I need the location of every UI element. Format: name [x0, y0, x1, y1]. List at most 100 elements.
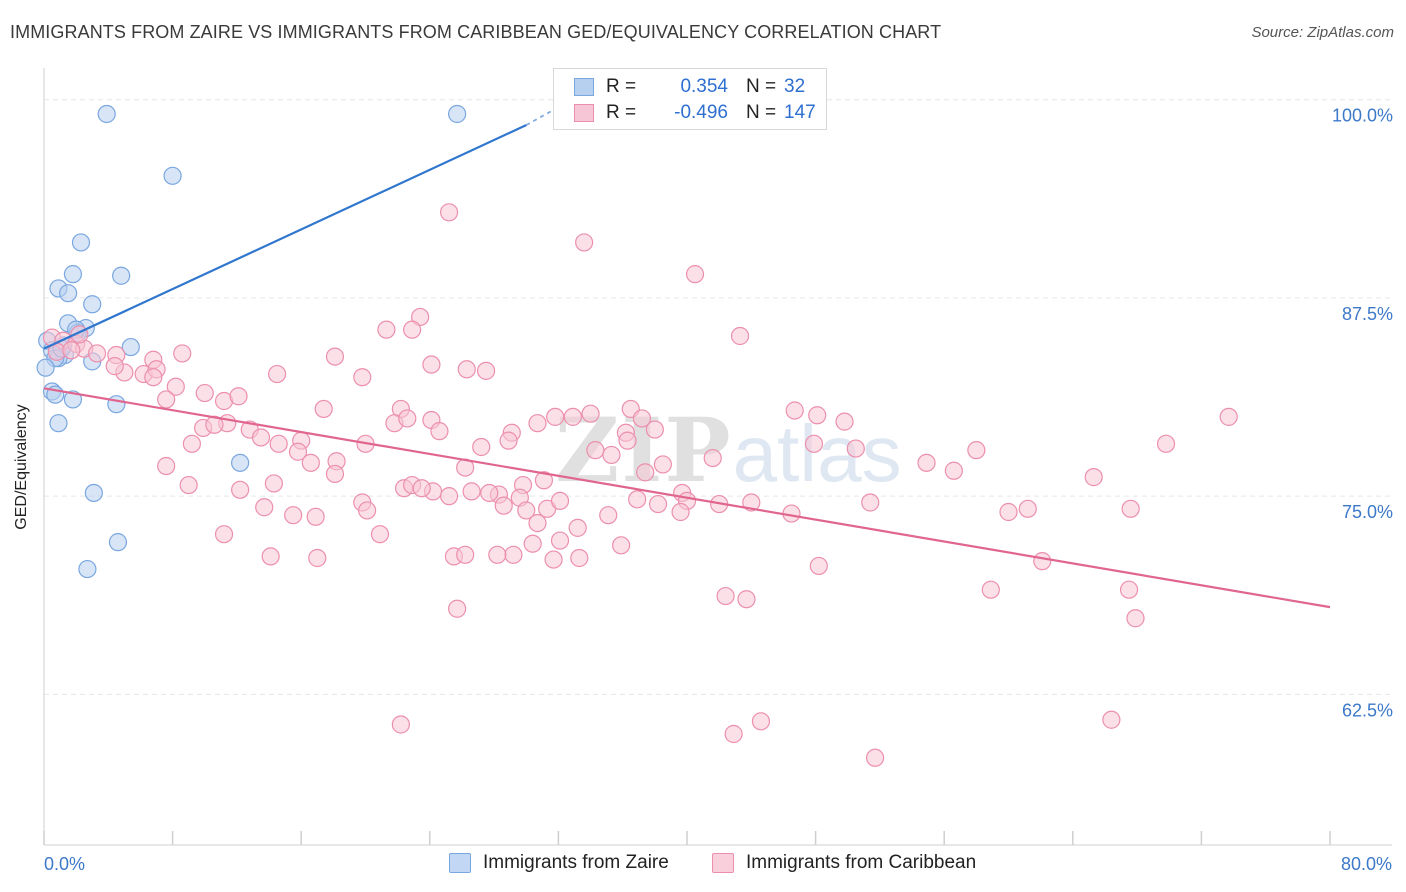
caribbean-point: [835, 412, 854, 431]
caribbean-point: [251, 428, 271, 447]
caribbean-point: [325, 464, 345, 484]
caribbean-point: [403, 320, 422, 339]
legend-swatch-caribbean: [574, 104, 594, 122]
caribbean-point: [308, 548, 327, 568]
caribbean-point: [439, 203, 459, 222]
zaire-point: [83, 295, 102, 314]
caribbean-point: [611, 536, 631, 555]
caribbean-point: [742, 493, 761, 512]
zaire-point: [231, 453, 250, 472]
caribbean-point: [546, 407, 565, 426]
caribbean-point: [550, 531, 570, 550]
caribbean-point: [231, 480, 250, 499]
caribbean-point: [808, 406, 827, 425]
caribbean-point: [476, 361, 496, 380]
caribbean-point: [1119, 580, 1139, 599]
caribbean-point: [809, 556, 828, 576]
caribbean-point: [1033, 552, 1052, 571]
caribbean-point: [456, 545, 475, 564]
caribbean-trend-line: [43, 387, 1331, 609]
caribbean-point: [306, 507, 325, 526]
caribbean-point: [261, 547, 280, 566]
caribbean-point: [457, 360, 476, 379]
stats-legend: R = 0.354 N = 32 R = -0.496 N = 147: [553, 68, 827, 130]
caribbean-point: [632, 409, 652, 428]
caribbean-point: [944, 461, 963, 480]
caribbean-point: [488, 545, 507, 564]
caribbean-point: [62, 341, 81, 360]
caribbean-point: [751, 712, 771, 731]
chart-source: Source: ZipAtlas.com: [1251, 24, 1394, 41]
legend-swatch-zaire: [449, 853, 471, 873]
legend-label-caribbean: Immigrants from Caribbean: [746, 852, 977, 873]
tick-labels: 100.0% 87.5% 75.0% 62.5% 0.0% 80.0%: [44, 106, 1393, 874]
caribbean-point: [264, 474, 283, 493]
caribbean-point: [325, 347, 345, 366]
caribbean-point: [544, 550, 563, 569]
caribbean-point: [575, 233, 594, 252]
caribbean-point: [353, 368, 372, 387]
caribbean-point: [846, 439, 865, 458]
caribbean-point: [462, 482, 481, 501]
series-legend: Immigrants from Zaire Immigrants from Ca…: [0, 852, 1406, 878]
y-tick-label: 100.0%: [1332, 106, 1393, 126]
caribbean-point: [999, 502, 1018, 522]
zaire-trend-line: [43, 124, 527, 350]
y-tick-label: 87.5%: [1342, 304, 1393, 324]
caribbean-point: [422, 355, 441, 374]
caribbean-point: [517, 501, 536, 520]
caribbean-point: [1156, 434, 1176, 453]
caribbean-point: [785, 401, 804, 420]
caribbean-point: [398, 409, 417, 428]
caribbean-point: [105, 357, 124, 376]
caribbean-point: [861, 493, 880, 512]
chart-title: IMMIGRANTS FROM ZAIRE VS IMMIGRANTS FROM…: [10, 22, 942, 42]
zaire-point: [71, 233, 91, 252]
caribbean-point: [528, 513, 547, 533]
legend-label-zaire: Immigrants from Zaire: [483, 852, 669, 873]
zaire-point: [163, 166, 182, 185]
caribbean-point: [599, 506, 618, 525]
legend-item-caribbean[interactable]: Immigrants from Caribbean: [712, 852, 976, 874]
caribbean-point: [1102, 710, 1121, 729]
caribbean-point: [636, 463, 655, 482]
caribbean-point: [182, 434, 201, 453]
caribbean-point: [865, 748, 885, 767]
caribbean-point: [1121, 499, 1140, 518]
caribbean-point: [534, 471, 554, 490]
n-label: N =: [746, 76, 777, 97]
zaire-point: [448, 104, 467, 124]
zaire-point: [107, 395, 126, 414]
caribbean-point: [494, 496, 513, 515]
caribbean-point: [214, 525, 234, 544]
r-value: 0.354: [680, 76, 728, 97]
caribbean-point: [377, 320, 396, 339]
caribbean-point: [724, 724, 743, 744]
zaire-point: [36, 358, 55, 377]
caribbean-point: [648, 494, 668, 514]
n-label: N =: [746, 102, 777, 123]
zaire-point: [112, 266, 131, 285]
caribbean-point: [602, 445, 621, 465]
zaire-point: [84, 483, 103, 503]
caribbean-point: [173, 344, 192, 363]
zaire-point: [78, 559, 97, 579]
stats-legend-row-caribbean: R = -0.496 N = 147: [574, 101, 824, 125]
caribbean-point: [581, 404, 600, 423]
caribbean-point: [480, 483, 499, 503]
legend-swatch-zaire: [574, 78, 594, 96]
caribbean-point: [255, 498, 274, 517]
caribbean-point: [166, 377, 185, 396]
trend-lines: [43, 110, 1331, 609]
y-axis-label: GED/Equivalency: [13, 404, 30, 530]
caribbean-point: [229, 387, 248, 406]
caribbean-point: [737, 590, 756, 609]
caribbean-point: [448, 599, 467, 618]
caribbean-point: [370, 525, 390, 544]
caribbean-point: [157, 456, 176, 476]
legend-item-zaire[interactable]: Immigrants from Zaire: [449, 852, 669, 874]
caribbean-point: [358, 501, 377, 520]
caribbean-point: [157, 390, 176, 409]
x-tick-label: 80.0%: [1341, 854, 1392, 874]
